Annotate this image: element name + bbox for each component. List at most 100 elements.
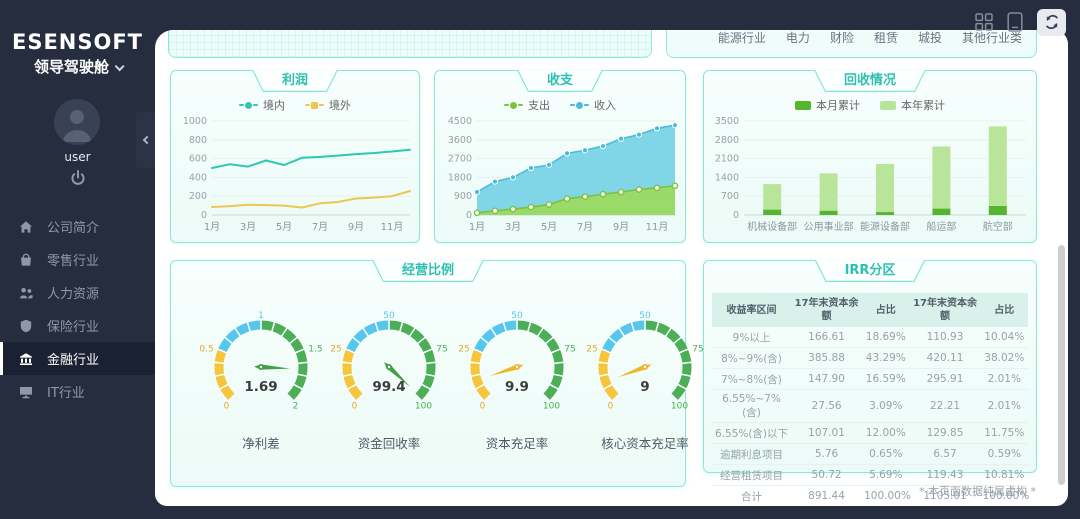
avatar[interactable]: [54, 99, 100, 145]
irr-table-cell: 891.44: [808, 490, 845, 502]
panel-title: 利润: [281, 73, 309, 88]
svg-text:50: 50: [511, 311, 523, 321]
top-tab[interactable]: 租赁: [873, 31, 898, 45]
refresh-button[interactable]: [1037, 8, 1066, 36]
mobile-preview-icon[interactable]: [1007, 12, 1023, 32]
refresh-icon: [1045, 15, 1058, 29]
gauge-caption: 资本充足率: [485, 436, 549, 451]
irr-table-row[interactable]: 经营租赁项目 50.72 5.69% 119.43 10.81%: [712, 464, 1028, 486]
top-tab[interactable]: 其他行业类: [961, 31, 1022, 45]
svg-text:50: 50: [639, 311, 651, 321]
legend-item[interactable]: 收入: [570, 97, 616, 113]
brand-subtitle[interactable]: 领导驾驶舱: [0, 56, 155, 77]
irr-table-cell: 43.29%: [862, 347, 910, 369]
svg-text:900: 900: [454, 191, 472, 202]
retail-bag-icon: [18, 252, 34, 268]
irr-table-row[interactable]: 9%以上 166.61 18.69% 110.93 10.04%: [712, 327, 1028, 348]
svg-text:1.5: 1.5: [308, 345, 322, 355]
irr-table-cell: 100.00%: [864, 490, 911, 502]
sidebar-item-it[interactable]: IT行业: [0, 375, 155, 408]
top-tab[interactable]: 电力: [785, 31, 810, 45]
irr-table-cell: 经营租赁项目: [712, 464, 791, 486]
irr-table-cell: 5.76: [791, 443, 863, 465]
legend-dash: [570, 104, 575, 106]
irr-table-cell: 8%~9%(含): [712, 347, 791, 369]
irr-col-header: 17年末资本余额: [791, 293, 863, 327]
irr-table-cell: 420.11: [909, 347, 981, 369]
svg-text:600: 600: [189, 154, 207, 165]
shield-icon: [18, 318, 34, 334]
sidebar-item-label: 金融行业: [47, 353, 100, 368]
legend-dash: [518, 104, 523, 106]
monitor-icon: [18, 384, 34, 400]
legend-swatch: [795, 100, 811, 110]
sidebar-item-finance[interactable]: 金融行业: [0, 342, 155, 375]
legend-dash: [319, 104, 324, 106]
legend-item[interactable]: 本年累计: [880, 97, 945, 113]
svg-text:25: 25: [586, 345, 597, 355]
legend-marker: [576, 101, 583, 109]
legend-label: 本月累计: [816, 99, 860, 112]
irr-table-cell: 1105.01: [923, 490, 967, 502]
gauge-row: 0 0.5 1 1.5 2 1.69 净利差 0 25 50 75 100 99.4 资金回收率 0 25…: [197, 309, 703, 452]
scrollbar-thumb[interactable]: [1058, 245, 1065, 485]
power-icon[interactable]: [68, 168, 88, 188]
irr-table-cell: 295.91: [909, 368, 981, 390]
svg-text:能源设备部: 能源设备部: [860, 220, 910, 233]
svg-text:400: 400: [189, 172, 207, 183]
irr-table-head: 收益率区间 17年末资本余额 占比 17年末资本余额 占比: [712, 293, 1028, 327]
irr-table-cell: 110.93: [909, 327, 981, 348]
irr-table-cell: 6.57: [909, 443, 981, 465]
svg-text:0.5: 0.5: [199, 345, 213, 355]
gauge-value: 99.4: [372, 379, 405, 395]
svg-text:0: 0: [480, 402, 486, 412]
sidebar-item-company[interactable]: 公司简介: [0, 210, 155, 243]
top-tab[interactable]: 城投: [917, 31, 942, 45]
top-tab[interactable]: 财险: [829, 31, 854, 45]
legend-item[interactable]: 本月累计: [795, 97, 860, 113]
balance-legend: 支出 收入: [435, 97, 685, 113]
irr-table-cell: 0.59%: [980, 443, 1028, 465]
svg-text:3500: 3500: [715, 116, 739, 127]
irr-table-cell: 9%以上: [712, 327, 791, 348]
irr-table-row[interactable]: 6.55%~7%(含) 27.56 3.09% 22.21 2.01%: [712, 389, 1028, 423]
apps-grid-icon[interactable]: [975, 13, 993, 31]
gauge-caption: 净利差: [242, 436, 280, 451]
irr-table-cell: 166.61: [791, 327, 863, 348]
gauge-svg: 0 0.5 1 1.5 2 1.69: [199, 311, 322, 412]
panel-title-tab: 经营比例: [372, 260, 484, 282]
svg-text:50: 50: [383, 311, 395, 321]
area-chart-svg: 0 900 1800 2700 3600 4500 1月 3月 5月 7月 9月 11月: [448, 116, 679, 233]
irr-table-row[interactable]: 7%~8%(含) 147.90 16.59% 295.91 2.01%: [712, 368, 1028, 390]
irr-table-row[interactable]: 合计 891.44 100.00% 1105.01 100.00%: [712, 486, 1030, 507]
svg-text:0: 0: [733, 210, 739, 221]
irr-table-cell: 100.00%: [982, 490, 1030, 502]
svg-text:75: 75: [564, 345, 575, 355]
irr-table-cell: 2.01%: [980, 389, 1028, 423]
sidebar-collapse-button[interactable]: [136, 112, 155, 168]
irr-table-cell: 147.90: [791, 368, 863, 390]
gauge-核心资本充足率: 0 25 50 75 100 9 核心资本充足率: [581, 309, 709, 452]
irr-table-row[interactable]: 逾期利息项目 5.76 0.65% 6.57 0.59%: [712, 443, 1028, 465]
irr-table-row[interactable]: 6.55%(含)以下 107.01 12.00% 129.85 11.75%: [712, 422, 1028, 444]
legend-item[interactable]: 境内: [239, 97, 285, 113]
legend-swatch: [880, 100, 896, 110]
irr-col-header: 占比: [980, 293, 1028, 327]
panel-recovery: 回收情况 本月累计 本年累计 0 700 1400 2100 2800 3500 机械设备部公…: [703, 70, 1037, 243]
svg-text:1月: 1月: [204, 221, 220, 233]
svg-text:机械设备部: 机械设备部: [747, 220, 797, 233]
irr-table-row[interactable]: 8%~9%(含) 385.88 43.29% 420.11 38.02%: [712, 347, 1028, 369]
legend-item[interactable]: 境外: [305, 97, 351, 113]
legend-item[interactable]: 支出: [504, 97, 550, 113]
sidebar-item-insurance[interactable]: 保险行业: [0, 309, 155, 342]
svg-text:航空部: 航空部: [983, 220, 1013, 233]
top-tab[interactable]: 能源行业: [717, 31, 766, 45]
irr-table-cell: 22.21: [909, 389, 981, 423]
sidebar-item-hr[interactable]: 人力资源: [0, 276, 155, 309]
legend-marker: [311, 101, 318, 109]
profit-line-chart: 0 200 400 600 800 1000 1月 3月 5月 7月 9月 11月: [174, 115, 418, 241]
sidebar-item-retail[interactable]: 零售行业: [0, 243, 155, 276]
sidebar-item-label: 人力资源: [47, 287, 100, 302]
gauge-svg: 0 25 50 75 100 99.4: [330, 311, 448, 412]
sidebar: ESENSOFT 领导驾驶舱 user 公司简介 零售行业 人力资源 保险行业: [0, 0, 155, 519]
